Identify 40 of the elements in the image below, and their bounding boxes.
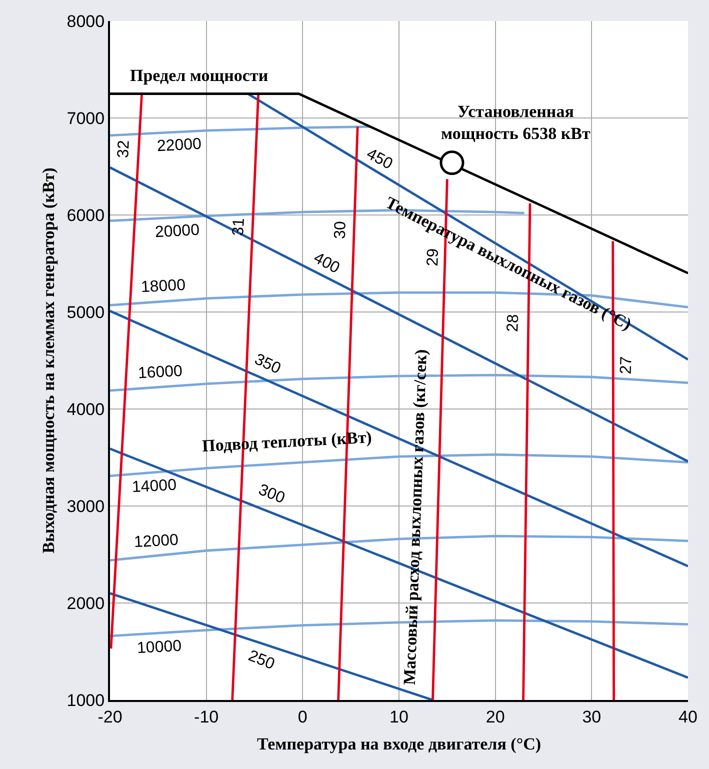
series-label: 16000 xyxy=(138,362,183,382)
series-label: 12000 xyxy=(134,532,179,552)
x-tick-label: 40 xyxy=(678,707,698,726)
text: 32 xyxy=(115,140,133,158)
series-label: 20000 xyxy=(154,222,200,242)
text: 450 xyxy=(364,146,396,174)
y-tick-label: 4000 xyxy=(66,400,105,419)
annotation: Установленная мощность 6538 кВт xyxy=(441,102,592,144)
text: 28 xyxy=(504,314,522,332)
series-label: 10000 xyxy=(136,638,182,658)
text: 29 xyxy=(424,248,442,267)
series-label: 18000 xyxy=(140,276,186,296)
annotation: Подвод теплоты (кВт) xyxy=(202,428,372,456)
text: 350 xyxy=(252,350,284,378)
y-axis-title: Выходная мощность на клеммах генератора (кВт) xyxy=(38,168,58,554)
x-tick-label: 10 xyxy=(390,707,408,726)
text: 31 xyxy=(230,217,248,236)
series-label: 22000 xyxy=(156,136,202,156)
x-tick-label: 0 xyxy=(298,707,308,726)
text: 250 xyxy=(246,647,278,674)
x-tick-label: 30 xyxy=(582,707,602,726)
text: 300 xyxy=(256,481,288,508)
annotation: Предел мощности xyxy=(130,66,268,85)
line-series xyxy=(110,126,372,137)
annotation: Массовый расход выхлопных газов (кг/сек) xyxy=(400,348,431,686)
text: 30 xyxy=(332,220,350,240)
y-tick-label: 1000 xyxy=(66,690,105,710)
y-tick-label: 3000 xyxy=(66,496,105,516)
series-label: 14000 xyxy=(132,476,178,496)
text: 400 xyxy=(310,250,342,278)
y-tick-label: 6000 xyxy=(66,206,105,225)
y-tick-label: 2000 xyxy=(66,594,105,613)
text: 27 xyxy=(618,356,636,374)
y-tick-label: 7000 xyxy=(66,108,105,128)
y-tick-label: 8000 xyxy=(66,12,105,31)
x-axis-title: Температура на входе двигателя (°C) xyxy=(256,734,542,754)
x-tick-label: -20 xyxy=(98,707,122,726)
x-tick-label: -10 xyxy=(194,707,219,726)
x-tick-label: 20 xyxy=(486,707,505,726)
y-tick-label: 5000 xyxy=(66,302,105,322)
